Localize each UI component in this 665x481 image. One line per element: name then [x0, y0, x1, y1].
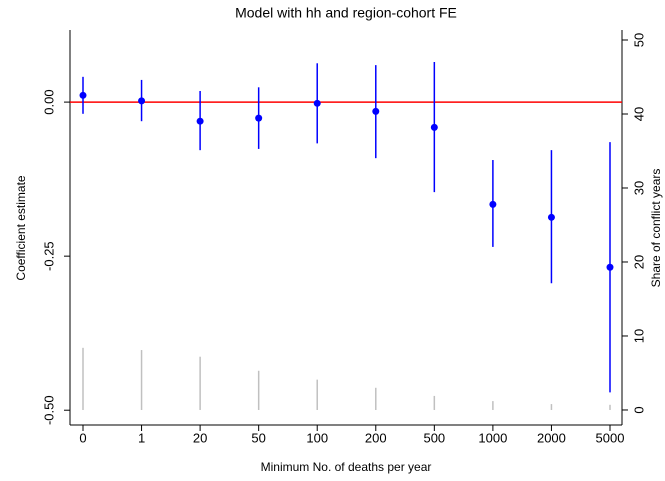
point [79, 91, 87, 99]
x-tick-label: 500 [423, 430, 445, 445]
point [255, 114, 263, 122]
point [547, 213, 555, 221]
y2-tick-label: 50 [631, 33, 646, 47]
x-tick-label: 1000 [478, 430, 507, 445]
point [430, 123, 438, 131]
point [372, 107, 380, 115]
chart-title: Model with hh and region-cohort FE [235, 5, 457, 21]
y-axis-label: Coefficient estimate [14, 175, 28, 280]
x-tick-label: 200 [365, 430, 387, 445]
y2-tick-label: 0 [631, 406, 646, 413]
point [196, 117, 204, 125]
point [606, 263, 614, 271]
y-tick-label: -0.50 [41, 395, 56, 425]
y2-tick-label: 30 [631, 181, 646, 195]
y-tick-label: 0.00 [41, 89, 56, 114]
y2-tick-label: 20 [631, 255, 646, 269]
x-tick-label: 5000 [596, 430, 625, 445]
y-tick-label: -0.25 [41, 241, 56, 271]
x-tick-label: 0 [79, 430, 86, 445]
x-tick-label: 20 [193, 430, 207, 445]
y2-tick-label: 40 [631, 107, 646, 121]
point [489, 200, 497, 208]
point [313, 99, 321, 107]
x-tick-label: 100 [306, 430, 328, 445]
x-tick-label: 50 [251, 430, 265, 445]
x-axis-label: Minimum No. of deaths per year [261, 460, 432, 474]
point [138, 97, 146, 105]
y2-axis-label: Share of conflict years [649, 169, 663, 288]
y2-tick-label: 10 [631, 329, 646, 343]
x-tick-label: 2000 [537, 430, 566, 445]
x-tick-label: 1 [138, 430, 145, 445]
